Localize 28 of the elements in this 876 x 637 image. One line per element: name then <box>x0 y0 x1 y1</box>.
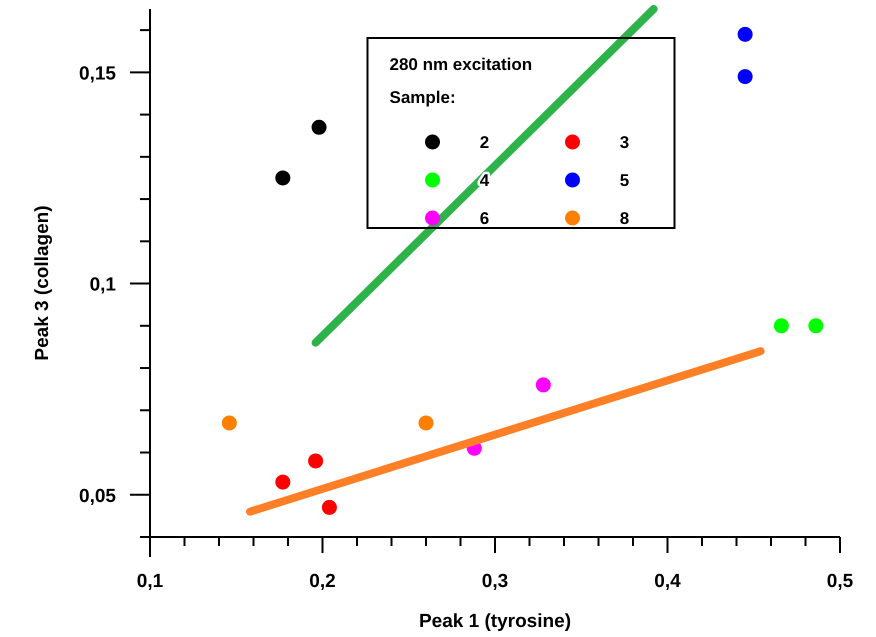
x-tick-label: 0,3 <box>482 571 508 592</box>
legend-title: 280 nm excitation Sample: <box>390 55 532 107</box>
point <box>275 474 290 490</box>
point <box>308 453 324 468</box>
y-axis-title: Peak 3 (collagen) <box>32 205 53 361</box>
point <box>808 318 824 334</box>
point <box>322 500 337 515</box>
x-axis-title: Peak 1 (tyrosine) <box>418 611 572 632</box>
point <box>738 69 753 84</box>
x-tick-label: 0,1 <box>136 571 164 592</box>
point <box>738 26 753 42</box>
x-tick-label: 0,4 <box>654 571 682 592</box>
point <box>418 415 434 430</box>
y-tick-label: 0,1 <box>90 274 116 296</box>
legend-label: 6 <box>480 209 490 228</box>
legend-label: 5 <box>620 171 630 190</box>
legend-label: 2 <box>480 133 490 152</box>
legend-label: 8 <box>620 209 630 228</box>
x-tick-label: 0,2 <box>309 571 336 592</box>
y-tick-label: 0,15 <box>79 63 116 84</box>
y-tick-label: 0,05 <box>79 486 116 507</box>
point <box>222 415 237 430</box>
point <box>275 170 290 186</box>
x-tick-label: 0,5 <box>826 571 854 592</box>
point <box>536 377 551 392</box>
point <box>312 120 327 135</box>
point <box>774 318 789 334</box>
legend-label: 3 <box>620 133 630 152</box>
